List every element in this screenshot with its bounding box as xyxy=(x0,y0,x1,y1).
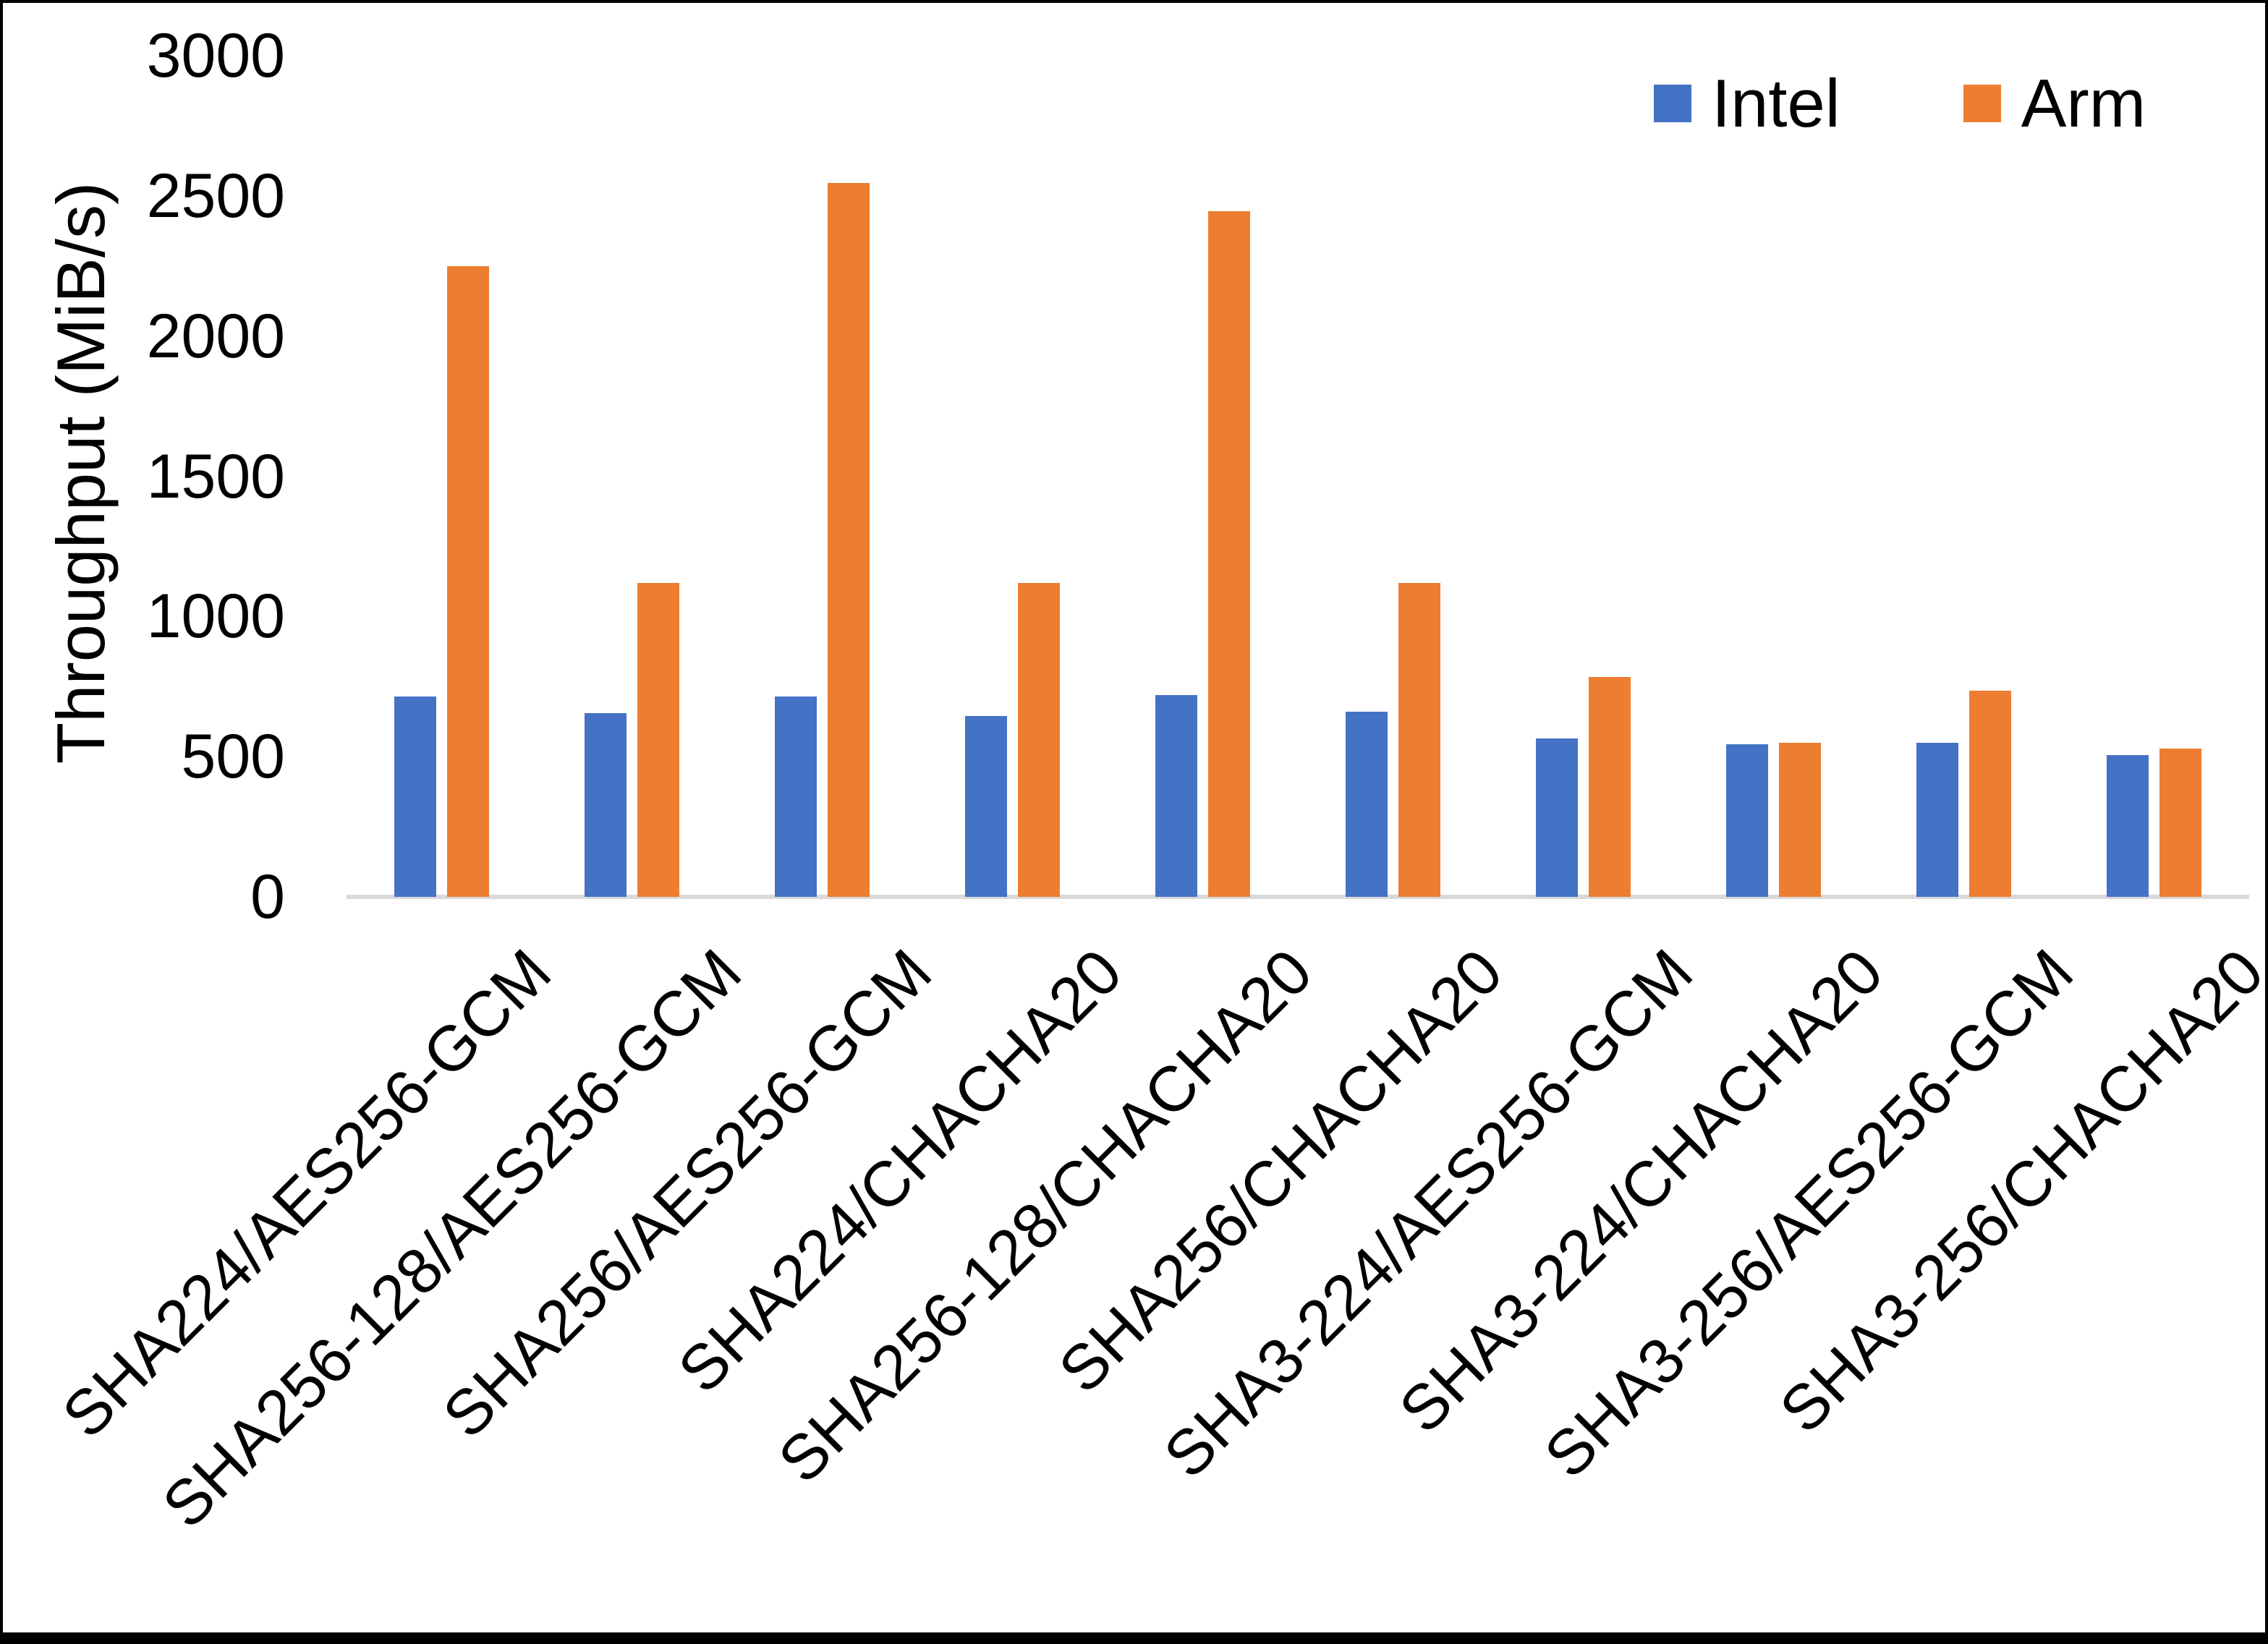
bar-intel-9 xyxy=(1916,743,1958,897)
bar-intel-10 xyxy=(2107,755,2149,897)
bar-arm-10 xyxy=(2159,749,2201,897)
bar-intel-5 xyxy=(1155,695,1197,897)
legend-item-arm: Arm xyxy=(1963,69,2146,137)
bar-intel-6 xyxy=(1346,712,1388,897)
bar-arm-9 xyxy=(1969,691,2011,897)
y-tick-label: 0 xyxy=(250,862,285,932)
bar-arm-6 xyxy=(1398,583,1440,897)
bar-arm-2 xyxy=(637,583,679,897)
y-tick-label: 1500 xyxy=(146,441,285,511)
bar-arm-5 xyxy=(1208,211,1250,897)
x-tick-label-1: SHA224/AES256-GCM xyxy=(48,935,564,1452)
legend-label-arm: Arm xyxy=(2021,65,2146,141)
legend: Intel Arm xyxy=(1654,69,2146,137)
intel-swatch-icon xyxy=(1654,85,1691,122)
bar-arm-1 xyxy=(447,266,489,897)
y-tick-label: 500 xyxy=(181,722,286,792)
bar-intel-2 xyxy=(585,713,627,897)
bar-intel-7 xyxy=(1536,738,1578,897)
bar-arm-4 xyxy=(1018,583,1060,897)
bar-intel-1 xyxy=(394,697,436,897)
x-axis-line xyxy=(347,895,2249,899)
legend-item-intel: Intel xyxy=(1654,69,1840,137)
y-tick-label: 2500 xyxy=(146,161,285,231)
bar-arm-8 xyxy=(1779,743,1821,897)
arm-swatch-icon xyxy=(1963,85,2001,122)
bar-intel-4 xyxy=(965,716,1007,897)
y-tick-label: 1000 xyxy=(146,582,285,652)
bar-intel-8 xyxy=(1726,744,1768,897)
y-tick-label: 3000 xyxy=(146,21,285,90)
bar-arm-3 xyxy=(828,183,870,897)
legend-label-intel: Intel xyxy=(1712,65,1840,141)
bar-intel-3 xyxy=(775,697,817,897)
bar-arm-7 xyxy=(1589,677,1631,897)
y-tick-label: 2000 xyxy=(146,301,285,371)
